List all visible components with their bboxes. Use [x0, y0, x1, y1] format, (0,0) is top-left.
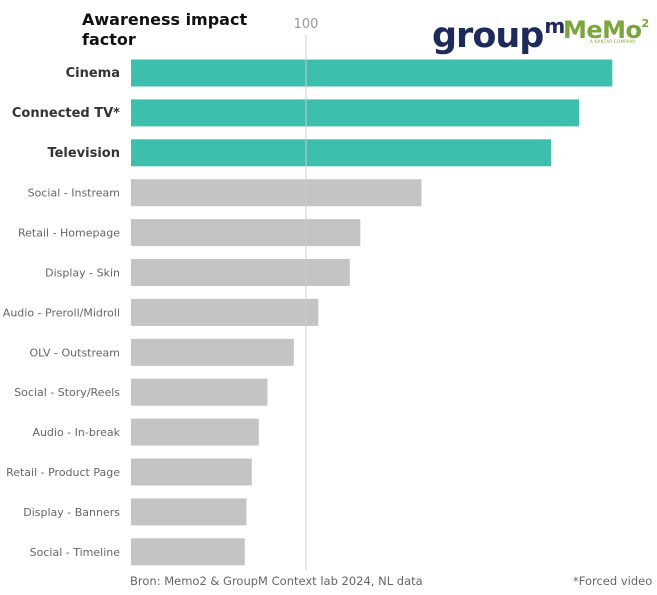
category-label-retail-homepage: Retail - Homepage: [18, 227, 120, 240]
category-label-audio-in-break: Audio - In-break: [32, 426, 120, 439]
bar-social-timeline: [131, 538, 245, 566]
category-label-television: Television: [47, 146, 120, 161]
bar-social-instream: [131, 179, 422, 207]
bar-olv-outstream: [131, 338, 294, 366]
category-label-display-banners: Display - Banners: [23, 506, 120, 519]
bar-connected-tv: [131, 99, 579, 127]
category-label-social-story-reels: Social - Story/Reels: [14, 386, 120, 399]
category-label-social-instream: Social - Instream: [28, 187, 120, 200]
bar-audio-preroll-midroll: [131, 298, 319, 326]
category-label-retail-product-page: Retail - Product Page: [6, 466, 120, 479]
category-label-display-skin: Display - Skin: [45, 267, 120, 280]
bar-retail-homepage: [131, 219, 361, 247]
category-label-connected-tv: Connected TV*: [12, 106, 120, 121]
bar-retail-product-page: [131, 458, 252, 486]
bar-display-skin: [131, 259, 350, 286]
bar-display-banners: [131, 498, 247, 526]
source-note: Bron: Memo2 & GroupM Context lab 2024, N…: [130, 574, 423, 588]
footnote: *Forced video: [573, 574, 653, 588]
memo2-logo: MeMo2: [563, 16, 649, 44]
category-label-cinema: Cinema: [66, 66, 120, 81]
category-label-olv-outstream: OLV - Outstream: [29, 346, 120, 359]
bar-television: [131, 139, 551, 167]
bar-audio-in-break: [131, 418, 259, 446]
memo2-logo-subtitle: A KANTAR COMPANY: [590, 39, 636, 44]
bar-cinema: [131, 59, 613, 87]
bar-social-story-reels: [131, 378, 268, 406]
category-label-audio-preroll-midroll: Audio - Preroll/Midroll: [3, 306, 120, 319]
reference-tick-label: 100: [294, 17, 319, 32]
chart-title: Awareness impact factor: [82, 10, 248, 49]
groupm-logo: groupm: [432, 14, 565, 56]
category-label-social-timeline: Social - Timeline: [30, 546, 121, 559]
